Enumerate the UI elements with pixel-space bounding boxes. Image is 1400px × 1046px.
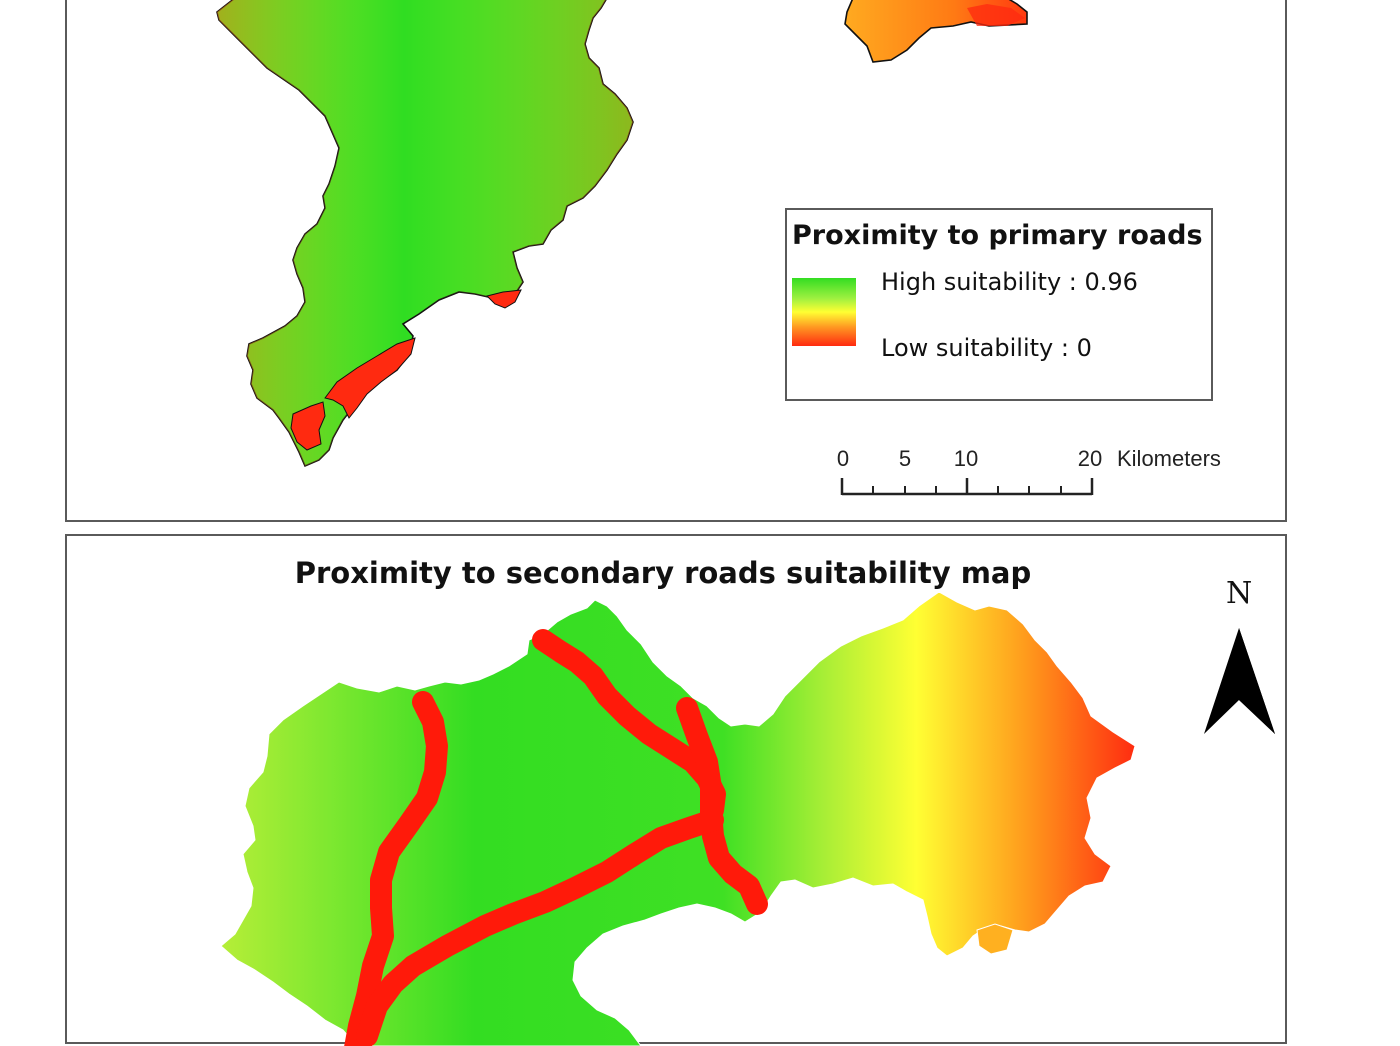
scale-tick-20: 20 (1077, 446, 1103, 471)
legend-color-ramp (792, 278, 856, 346)
secondary-roads (344, 629, 768, 1046)
primary-roads-map-panel: Proximity to primary roads High suitabil… (65, 0, 1287, 522)
legend: Proximity to primary roads High suitabil… (785, 208, 1213, 401)
scale-tick-0: 0 (836, 446, 850, 471)
legend-high-label: High suitability : 0.96 (881, 268, 1138, 296)
north-arrow-icon (1204, 628, 1275, 734)
district-region (220, 591, 1136, 1046)
map-title: Proximity to secondary roads suitability… (294, 556, 1032, 590)
north-label: N (1226, 576, 1253, 611)
secondary-roads-map (220, 591, 1275, 1046)
legend-low-label: Low suitability : 0 (881, 334, 1092, 362)
legend-title: Proximity to primary roads (792, 220, 1203, 251)
scale-unit: Kilometers (1117, 446, 1221, 471)
scale-tick-10: 10 (953, 446, 979, 471)
scale-bar (840, 478, 1094, 496)
secondary-roads-map-panel: Proximity to secondary roads suitability… (65, 534, 1287, 1046)
scale-tick-5: 5 (898, 446, 912, 471)
low-suitability-patches (290, 289, 522, 451)
district-main-region (216, 0, 634, 468)
primary-roads-map (216, 0, 1094, 496)
